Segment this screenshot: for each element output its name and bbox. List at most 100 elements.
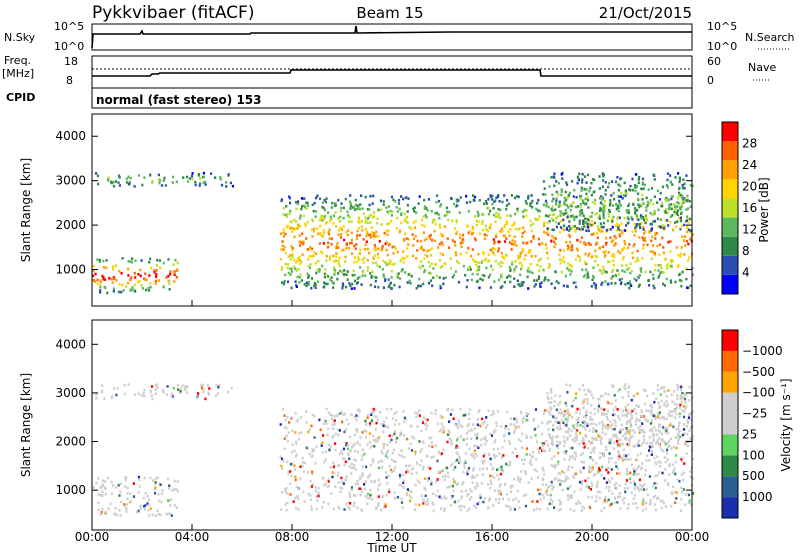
- echo-cell: [330, 237, 333, 241]
- echo-cell: [574, 205, 577, 209]
- echo-cell: [295, 420, 298, 423]
- echo-cell: [481, 222, 484, 225]
- echo-cell: [171, 181, 174, 184]
- echo-cell: [501, 285, 504, 288]
- echo-cell: [403, 257, 406, 260]
- echo-cell: [339, 412, 342, 415]
- echo-cell: [491, 247, 494, 250]
- echo-cell: [636, 466, 639, 469]
- echo-cell: [423, 205, 427, 208]
- colorbar-swatch: [722, 371, 738, 393]
- echo-cell: [555, 416, 558, 420]
- echo-cell: [686, 259, 690, 262]
- echo-cell: [431, 238, 434, 242]
- echo-cell: [95, 397, 98, 400]
- echo-cell: [172, 175, 175, 179]
- echo-cell: [356, 479, 359, 483]
- echo-cell: [339, 209, 343, 213]
- echo-cell: [660, 448, 663, 451]
- echo-cell: [569, 208, 572, 212]
- echo-cell: [534, 254, 537, 258]
- echo-cell: [400, 501, 404, 504]
- echo-cell: [614, 461, 617, 464]
- echo-cell: [670, 504, 673, 508]
- echo-cell: [355, 243, 358, 246]
- echo-cell: [303, 197, 306, 200]
- echo-cell: [467, 266, 471, 270]
- echo-cell: [679, 255, 682, 258]
- echo-cell: [501, 200, 504, 204]
- echo-cell: [477, 410, 480, 414]
- echo-cell: [659, 461, 662, 464]
- echo-cell: [591, 223, 594, 227]
- echo-cell: [613, 235, 616, 238]
- echo-cell: [667, 240, 670, 244]
- echo-cell: [531, 271, 534, 275]
- echo-cell: [398, 207, 401, 211]
- echo-cell: [629, 188, 632, 192]
- echo-cell: [607, 427, 610, 430]
- echo-cell: [451, 275, 454, 279]
- echo-cell: [565, 241, 568, 244]
- echo-cell: [318, 268, 321, 271]
- echo-cell: [482, 251, 485, 254]
- echo-cell: [398, 230, 401, 234]
- echo-cell: [632, 502, 635, 505]
- echo-cell: [360, 283, 363, 286]
- echo-cell: [626, 216, 629, 219]
- echo-cell: [393, 412, 396, 416]
- echo-cell: [625, 192, 629, 195]
- echo-cell: [584, 262, 587, 266]
- echo-cell: [491, 198, 494, 201]
- echo-cell: [543, 224, 546, 228]
- echo-cell: [112, 267, 115, 271]
- echo-cell: [581, 451, 584, 455]
- echo-cell: [535, 279, 538, 282]
- echo-cell: [302, 242, 305, 246]
- echo-cell: [501, 261, 504, 265]
- echo-cell: [612, 252, 615, 256]
- echo-cell: [480, 443, 483, 447]
- echo-cell: [511, 262, 514, 266]
- echo-cell: [450, 439, 453, 442]
- echo-cell: [115, 393, 118, 397]
- echo-cell: [651, 213, 654, 216]
- echo-cell: [176, 268, 179, 271]
- echo-cell: [458, 455, 461, 459]
- echo-cell: [342, 206, 345, 210]
- echo-cell: [158, 499, 161, 503]
- echo-cell: [614, 180, 618, 184]
- echo-cell: [476, 272, 479, 276]
- echo-cell: [513, 240, 516, 243]
- echo-cell: [316, 227, 319, 230]
- echo-cell: [137, 491, 140, 494]
- echo-cell: [555, 197, 558, 200]
- echo-cell: [385, 206, 388, 209]
- echo-cell: [388, 283, 391, 287]
- nsky-strip: N.Sky 10^5 10^0 N.Search 10^5 10^0: [4, 20, 795, 53]
- echo-cell: [432, 503, 435, 506]
- echo-cell: [634, 207, 637, 210]
- echo-cell: [454, 466, 457, 469]
- echo-cell: [147, 514, 150, 517]
- echo-cell: [548, 401, 551, 404]
- echo-cell: [297, 267, 300, 271]
- echo-cell: [310, 228, 314, 231]
- echo-cell: [412, 254, 415, 258]
- echo-cell: [313, 448, 316, 452]
- echo-cell: [374, 235, 377, 238]
- echo-cell: [118, 508, 121, 512]
- echo-cell: [442, 277, 445, 280]
- echo-cell: [117, 290, 120, 294]
- echo-cell: [347, 453, 350, 457]
- echo-cell: [503, 240, 507, 243]
- echo-cell: [427, 198, 430, 201]
- echo-cell: [500, 468, 504, 472]
- echo-cell: [525, 434, 528, 438]
- echo-cell: [559, 412, 562, 415]
- echo-cell: [567, 195, 570, 198]
- echo-cell: [353, 458, 356, 462]
- echo-cell: [597, 470, 600, 473]
- echo-cell: [402, 250, 405, 253]
- echo-cell: [373, 275, 376, 279]
